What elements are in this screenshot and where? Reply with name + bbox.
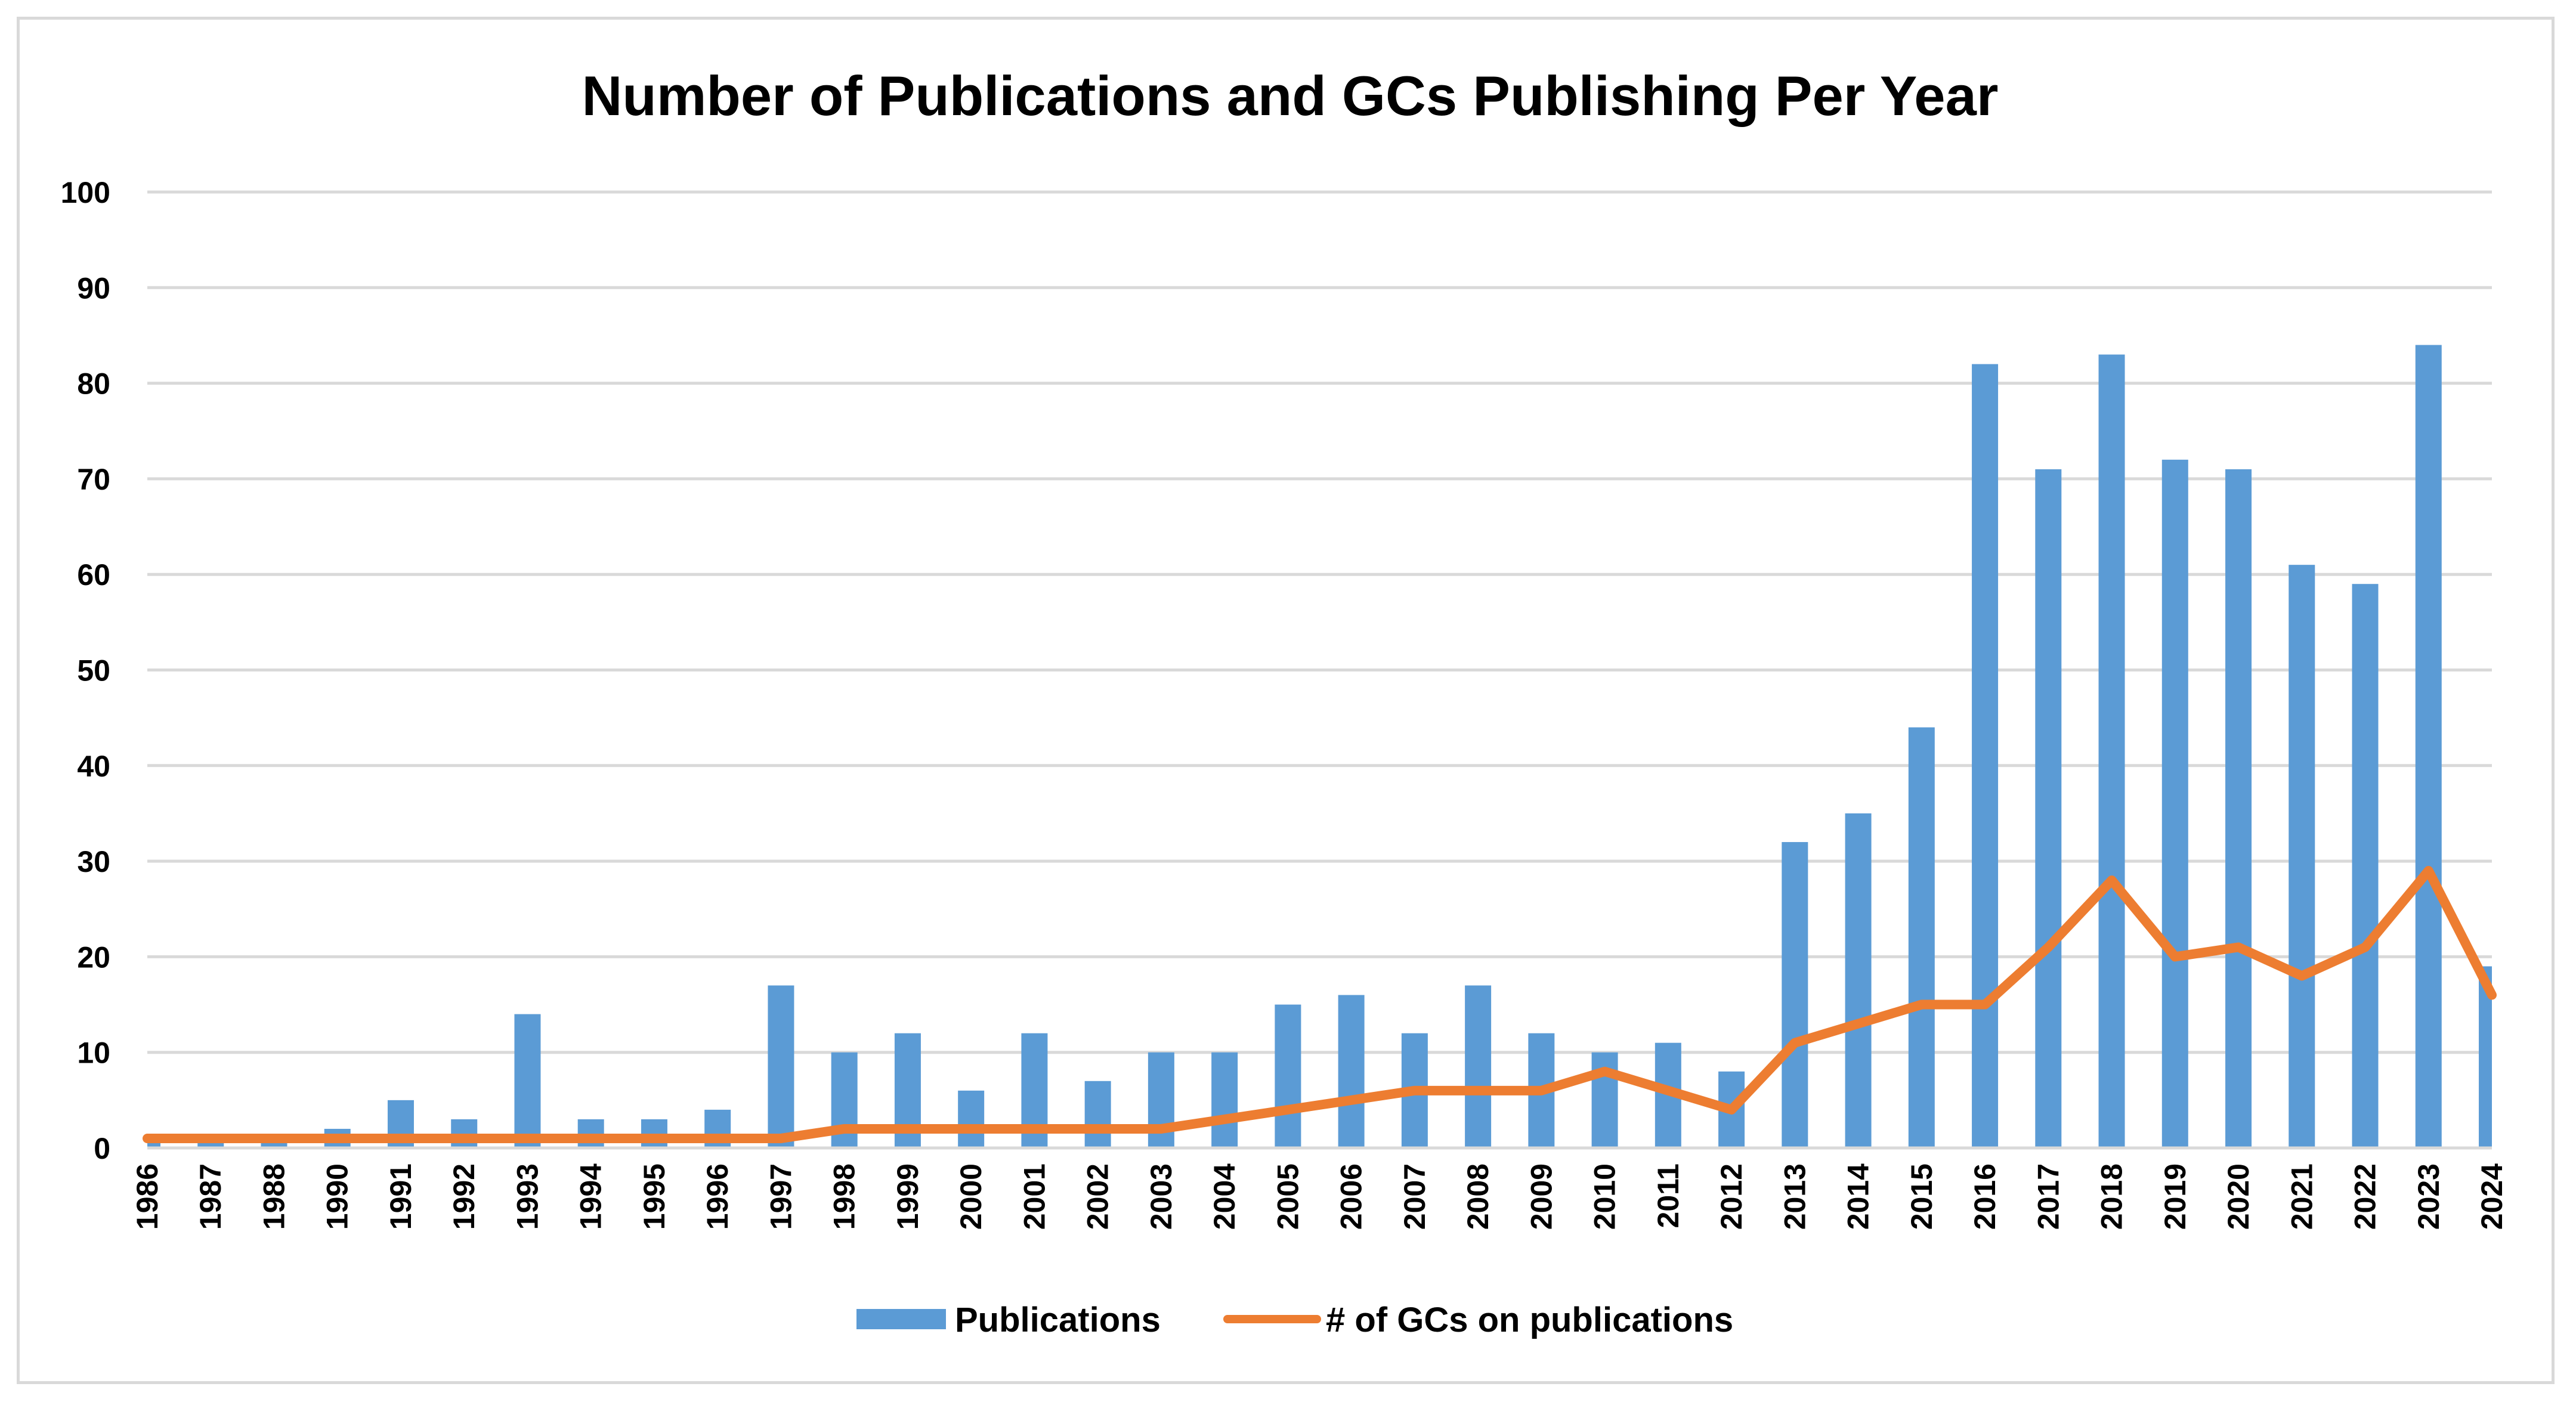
y-tick-label: 40 [77,750,110,783]
gridlines [147,190,2492,1054]
x-tick-label: 2022 [2349,1163,2382,1230]
x-tick-label: 1999 [891,1163,924,1230]
bar-1995 [641,1119,667,1148]
x-tick-label: 1987 [194,1163,227,1230]
x-tick-label: 2000 [954,1163,988,1230]
bar-2013 [1782,842,1808,1148]
x-tick-label: 2013 [1778,1163,1811,1230]
y-tick-label: 70 [77,463,110,496]
bar-2021 [2289,565,2315,1148]
chart-title: Number of Publications and GCs Publishin… [582,64,1999,127]
x-tick-label: 1995 [638,1163,671,1230]
bar-1992 [451,1119,478,1148]
y-tick-label: 10 [77,1036,110,1070]
bar-1993 [514,1014,541,1148]
x-tick-label: 1986 [131,1163,164,1230]
bar-2003 [1148,1052,1174,1148]
x-tick-label: 1993 [511,1163,544,1230]
bar-1994 [577,1119,604,1148]
bar-2000 [958,1090,985,1148]
bar-2023 [2415,345,2442,1148]
x-tick-label: 2012 [1715,1163,1748,1230]
x-tick-label: 2010 [1588,1163,1622,1230]
publications-bars [147,345,2492,1148]
x-tick-label: 2011 [1652,1163,1685,1228]
x-tick-label: 2020 [2222,1163,2255,1230]
x-tick-label: 2015 [1905,1163,1938,1230]
x-tick-label: 2003 [1145,1163,1178,1230]
x-tick-label: 2005 [1271,1163,1304,1230]
x-tick-label: 2023 [2412,1163,2445,1230]
x-tick-label: 2018 [2095,1163,2129,1230]
bar-2010 [1591,1052,1618,1148]
bar-2014 [1845,813,1872,1148]
y-tick-label: 80 [77,367,110,401]
x-tick-label: 2007 [1398,1163,1431,1230]
y-tick-label: 30 [77,845,110,878]
y-tick-label: 50 [77,654,110,688]
x-tick-label: 2021 [2285,1163,2318,1230]
bar-2017 [2035,469,2062,1148]
bar-2020 [2225,469,2252,1148]
x-tick-label: 1988 [257,1163,290,1230]
x-tick-label: 2006 [1335,1163,1368,1230]
bar-2024 [2479,966,2492,1148]
bar-2008 [1465,985,1492,1148]
x-tick-label: 1992 [447,1163,481,1230]
x-tick-label: 1990 [321,1163,354,1230]
x-tick-label: 2019 [2158,1163,2192,1230]
bar-2006 [1338,995,1365,1148]
bar-2004 [1211,1052,1238,1148]
x-tick-label: 1996 [701,1163,734,1230]
x-tick-label: 2001 [1018,1163,1051,1230]
x-tick-label: 1997 [764,1163,797,1230]
bar-2015 [1908,727,1935,1148]
bar-2022 [2352,584,2379,1148]
y-tick-label: 60 [77,558,110,592]
bar-2016 [1972,364,1999,1148]
bar-2005 [1275,1004,1301,1148]
x-tick-label: 1998 [828,1163,861,1230]
y-tick-label: 20 [77,940,110,974]
chart-svg: Number of Publications and GCs Publishin… [61,64,2509,1339]
x-axis-tick-labels: 1986 1987 1988 1990 1991 1992 1993 1994 1995 1996… [131,1163,2509,1230]
legend-label-publications: Publications [955,1301,1161,1339]
bar-2002 [1084,1081,1111,1148]
x-tick-label: 2004 [1208,1163,1241,1230]
bar-2018 [2098,354,2125,1148]
x-tick-label: 2024 [2475,1163,2509,1230]
gcs-line-series [143,866,2497,1143]
y-tick-label: 90 [77,271,110,305]
x-tick-label: 2002 [1081,1163,1115,1230]
x-tick-label: 2009 [1524,1163,1558,1230]
y-tick-label: 0 [94,1132,110,1165]
bar-1997 [768,985,794,1148]
legend-swatch-publications [856,1309,946,1329]
chart-frame: Number of Publications and GCs Publishin… [17,17,2555,1384]
legend-label-gcs: # of GCs on publications [1326,1301,1733,1339]
gcs-line [143,866,2497,1143]
x-tick-label: 2014 [1842,1163,1875,1230]
x-tick-label: 2017 [2031,1163,2065,1230]
x-tick-label: 1994 [574,1163,608,1230]
x-tick-label: 1991 [384,1163,418,1230]
legend: Publications # of GCs on publications [856,1301,1733,1339]
x-tick-label: 2016 [1968,1163,2002,1230]
y-axis-tick-labels: 0 10 20 30 40 50 60 70 80 90 100 [61,176,110,1165]
y-tick-label: 100 [61,176,110,209]
x-tick-label: 2008 [1461,1163,1495,1230]
bar-2019 [2161,459,2188,1148]
